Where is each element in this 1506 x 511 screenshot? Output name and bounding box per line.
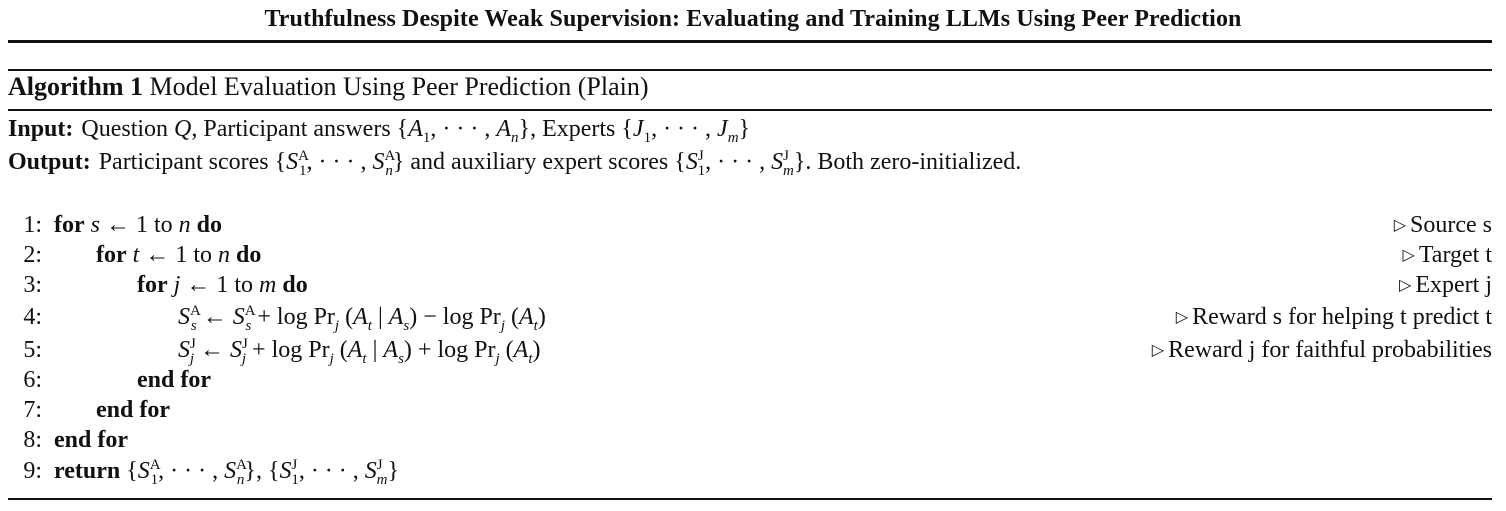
algorithm-line-6: 6: end for xyxy=(0,367,1506,397)
algorithm-label: Algorithm 1 xyxy=(8,72,144,101)
algorithm-line-2: 2: for t ← 1 to n do ▷ Target t xyxy=(0,242,1506,272)
output-text-3: . Both zero-initialized. xyxy=(805,149,1022,175)
algorithm-caption: Algorithm 1 Model Evaluation Using Peer … xyxy=(8,72,649,102)
algorithm-line-3: 3: for j ← 1 to m do ▷ Expert j xyxy=(0,272,1506,302)
line-body: for s ← 1 to n do xyxy=(54,212,223,238)
output-text-2: and auxiliary expert scores xyxy=(410,149,669,175)
line-number: 6: xyxy=(23,367,42,393)
algorithm-line-4: 4: SAs ← SAs + log Prj (At | As) − log P… xyxy=(0,304,1506,334)
line-comment: ▷ Reward j for faithful probabilities xyxy=(1151,337,1492,363)
line-number: 5: xyxy=(23,337,42,363)
line-body: for t ← 1 to n do xyxy=(96,242,262,268)
line-body: for j ← 1 to m do xyxy=(137,272,308,298)
line-number: 1: xyxy=(23,212,42,238)
line-number: 2: xyxy=(23,242,42,268)
input-text-1: Question xyxy=(81,116,169,142)
running-title: Truthfulness Despite Weak Supervision: E… xyxy=(264,6,1242,32)
line-number: 8: xyxy=(23,427,42,453)
line-body: end for xyxy=(137,367,211,393)
algorithm-line-7: 7: end for xyxy=(0,397,1506,427)
line-comment: ▷ Source s xyxy=(1393,212,1492,238)
line-comment: ▷ Reward s for helping t predict t xyxy=(1175,304,1492,330)
line-body: end for xyxy=(96,397,170,423)
algorithm-name: Model Evaluation Using Peer Prediction (… xyxy=(149,72,649,101)
line-comment: ▷ Expert j xyxy=(1399,272,1492,298)
algorithm-bottom-rule xyxy=(8,498,1492,500)
line-body: return {SA1, · · · , SAn}, {SJ1, · · · ,… xyxy=(54,457,400,488)
line-number: 4: xyxy=(23,304,42,330)
algorithm-mid-rule xyxy=(8,109,1492,111)
input-text-2: , Participant answers xyxy=(191,116,391,142)
algorithm-line-5: 5: SJj ← SJj + log Prj (At | As) + log P… xyxy=(0,337,1506,367)
algorithm-line-1: 1: for s ← 1 to n do ▷ Source s xyxy=(0,212,1506,242)
output-label: Output: xyxy=(8,149,91,175)
header-rule xyxy=(8,40,1492,43)
line-number: 9: xyxy=(23,458,42,484)
input-label: Input: xyxy=(8,116,74,142)
algorithm-line-9: 9: return {SA1, · · · , SAn}, {SJ1, · · … xyxy=(0,458,1506,488)
line-body: SJj ← SJj + log Prj (At | As) + log Prj … xyxy=(178,336,541,367)
algorithm-output: Output: Participant scores {SA1, · · · , … xyxy=(8,148,1022,179)
line-number: 7: xyxy=(23,397,42,423)
line-body: SAs ← SAs + log Prj (At | As) − log Prj … xyxy=(178,303,546,334)
algorithm-input: Input: Question Q, Participant answers {A… xyxy=(8,116,751,146)
line-body: end for xyxy=(54,427,128,453)
line-number: 3: xyxy=(23,272,42,298)
output-text-1: Participant scores xyxy=(98,149,269,175)
algorithm-line-8: 8: end for xyxy=(0,427,1506,457)
input-text-3: , Experts xyxy=(530,116,616,142)
algorithm-top-rule xyxy=(8,69,1492,71)
line-comment: ▷ Target t xyxy=(1402,242,1493,268)
